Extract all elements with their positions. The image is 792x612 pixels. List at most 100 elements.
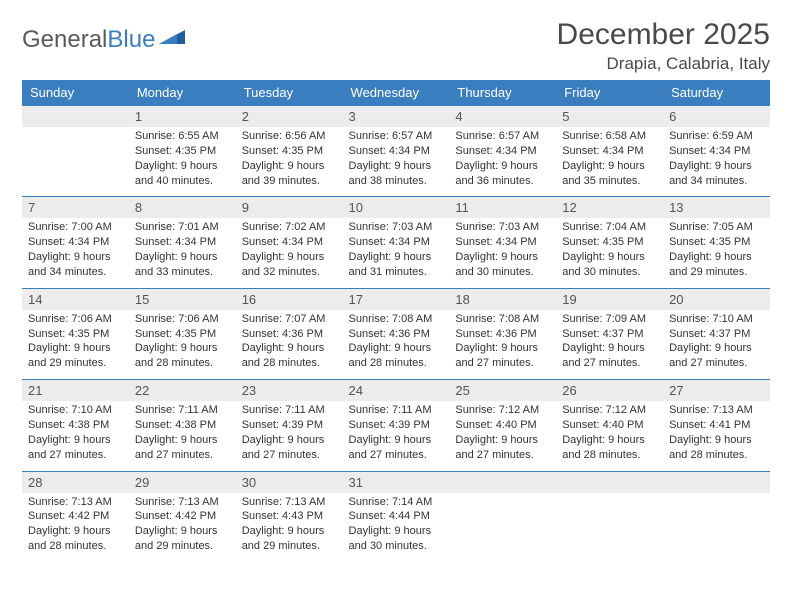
- daylight-line: Daylight: 9 hours and 28 minutes.: [28, 524, 123, 554]
- sunset-line: Sunset: 4:35 PM: [242, 144, 337, 159]
- daylight-line: Daylight: 9 hours and 34 minutes.: [28, 250, 123, 280]
- day-header: Friday: [556, 80, 663, 106]
- sunset-line: Sunset: 4:34 PM: [349, 235, 444, 250]
- day-cell: 15Sunrise: 7:06 AMSunset: 4:35 PMDayligh…: [129, 288, 236, 379]
- daylight-line: Daylight: 9 hours and 30 minutes.: [455, 250, 550, 280]
- day-cell: 21Sunrise: 7:10 AMSunset: 4:38 PMDayligh…: [22, 380, 129, 471]
- daylight-line: Daylight: 9 hours and 27 minutes.: [455, 433, 550, 463]
- sunset-line: Sunset: 4:34 PM: [135, 235, 230, 250]
- day-header: Tuesday: [236, 80, 343, 106]
- sunset-line: Sunset: 4:34 PM: [242, 235, 337, 250]
- day-content: Sunrise: 7:07 AMSunset: 4:36 PMDaylight:…: [236, 310, 343, 379]
- sunset-line: Sunset: 4:34 PM: [455, 144, 550, 159]
- day-number: 1: [129, 106, 236, 127]
- day-cell: 4Sunrise: 6:57 AMSunset: 4:34 PMDaylight…: [449, 106, 556, 197]
- day-cell: 10Sunrise: 7:03 AMSunset: 4:34 PMDayligh…: [343, 197, 450, 288]
- sunrise-line: Sunrise: 6:57 AM: [455, 129, 550, 144]
- day-cell: 28Sunrise: 7:13 AMSunset: 4:42 PMDayligh…: [22, 471, 129, 562]
- daylight-line: Daylight: 9 hours and 29 minutes.: [135, 524, 230, 554]
- day-cell: 27Sunrise: 7:13 AMSunset: 4:41 PMDayligh…: [663, 380, 770, 471]
- day-content-empty: [449, 493, 556, 555]
- location: Drapia, Calabria, Italy: [557, 54, 770, 74]
- day-content: Sunrise: 7:06 AMSunset: 4:35 PMDaylight:…: [129, 310, 236, 379]
- daylight-line: Daylight: 9 hours and 28 minutes.: [242, 341, 337, 371]
- day-content-empty: [556, 493, 663, 555]
- day-content: Sunrise: 7:09 AMSunset: 4:37 PMDaylight:…: [556, 310, 663, 379]
- day-content: Sunrise: 6:55 AMSunset: 4:35 PMDaylight:…: [129, 127, 236, 196]
- day-content: Sunrise: 7:13 AMSunset: 4:42 PMDaylight:…: [129, 493, 236, 562]
- sunset-line: Sunset: 4:34 PM: [28, 235, 123, 250]
- day-number: 21: [22, 380, 129, 401]
- sunset-line: Sunset: 4:39 PM: [349, 418, 444, 433]
- day-content: Sunrise: 7:03 AMSunset: 4:34 PMDaylight:…: [449, 218, 556, 287]
- day-number: 12: [556, 197, 663, 218]
- week-row: 28Sunrise: 7:13 AMSunset: 4:42 PMDayligh…: [22, 471, 770, 562]
- daylight-line: Daylight: 9 hours and 27 minutes.: [455, 341, 550, 371]
- sunrise-line: Sunrise: 7:00 AM: [28, 220, 123, 235]
- day-number: 2: [236, 106, 343, 127]
- day-number: 24: [343, 380, 450, 401]
- day-cell: 18Sunrise: 7:08 AMSunset: 4:36 PMDayligh…: [449, 288, 556, 379]
- sunset-line: Sunset: 4:40 PM: [455, 418, 550, 433]
- day-cell: 2Sunrise: 6:56 AMSunset: 4:35 PMDaylight…: [236, 106, 343, 197]
- day-cell: 30Sunrise: 7:13 AMSunset: 4:43 PMDayligh…: [236, 471, 343, 562]
- day-content: Sunrise: 6:57 AMSunset: 4:34 PMDaylight:…: [343, 127, 450, 196]
- sunset-line: Sunset: 4:35 PM: [135, 144, 230, 159]
- day-number-empty: [22, 106, 129, 127]
- day-number: 6: [663, 106, 770, 127]
- daylight-line: Daylight: 9 hours and 32 minutes.: [242, 250, 337, 280]
- day-number: 16: [236, 289, 343, 310]
- daylight-line: Daylight: 9 hours and 27 minutes.: [242, 433, 337, 463]
- day-cell: 13Sunrise: 7:05 AMSunset: 4:35 PMDayligh…: [663, 197, 770, 288]
- week-row: 21Sunrise: 7:10 AMSunset: 4:38 PMDayligh…: [22, 380, 770, 471]
- day-content: Sunrise: 7:11 AMSunset: 4:38 PMDaylight:…: [129, 401, 236, 470]
- day-content: Sunrise: 6:59 AMSunset: 4:34 PMDaylight:…: [663, 127, 770, 196]
- day-content: Sunrise: 6:57 AMSunset: 4:34 PMDaylight:…: [449, 127, 556, 196]
- daylight-line: Daylight: 9 hours and 35 minutes.: [562, 159, 657, 189]
- day-number: 23: [236, 380, 343, 401]
- daylight-line: Daylight: 9 hours and 27 minutes.: [669, 341, 764, 371]
- day-number: 19: [556, 289, 663, 310]
- day-number: 30: [236, 472, 343, 493]
- day-number: 22: [129, 380, 236, 401]
- day-content: Sunrise: 7:13 AMSunset: 4:41 PMDaylight:…: [663, 401, 770, 470]
- sunset-line: Sunset: 4:35 PM: [135, 327, 230, 342]
- sunrise-line: Sunrise: 7:03 AM: [455, 220, 550, 235]
- sunset-line: Sunset: 4:35 PM: [28, 327, 123, 342]
- day-content: Sunrise: 6:58 AMSunset: 4:34 PMDaylight:…: [556, 127, 663, 196]
- daylight-line: Daylight: 9 hours and 28 minutes.: [349, 341, 444, 371]
- month-title: December 2025: [557, 18, 770, 52]
- daylight-line: Daylight: 9 hours and 40 minutes.: [135, 159, 230, 189]
- daylight-line: Daylight: 9 hours and 38 minutes.: [349, 159, 444, 189]
- sunrise-line: Sunrise: 7:01 AM: [135, 220, 230, 235]
- sunrise-line: Sunrise: 7:13 AM: [28, 495, 123, 510]
- day-content: Sunrise: 7:08 AMSunset: 4:36 PMDaylight:…: [449, 310, 556, 379]
- sunset-line: Sunset: 4:34 PM: [562, 144, 657, 159]
- day-content: Sunrise: 7:10 AMSunset: 4:37 PMDaylight:…: [663, 310, 770, 379]
- day-content: Sunrise: 7:00 AMSunset: 4:34 PMDaylight:…: [22, 218, 129, 287]
- day-content: Sunrise: 7:13 AMSunset: 4:42 PMDaylight:…: [22, 493, 129, 562]
- day-content: Sunrise: 7:14 AMSunset: 4:44 PMDaylight:…: [343, 493, 450, 562]
- day-header: Thursday: [449, 80, 556, 106]
- day-number: 8: [129, 197, 236, 218]
- day-number-empty: [663, 472, 770, 493]
- day-number: 4: [449, 106, 556, 127]
- sunset-line: Sunset: 4:39 PM: [242, 418, 337, 433]
- daylight-line: Daylight: 9 hours and 27 minutes.: [562, 341, 657, 371]
- sunrise-line: Sunrise: 6:59 AM: [669, 129, 764, 144]
- daylight-line: Daylight: 9 hours and 34 minutes.: [669, 159, 764, 189]
- sunrise-line: Sunrise: 6:57 AM: [349, 129, 444, 144]
- day-cell: 29Sunrise: 7:13 AMSunset: 4:42 PMDayligh…: [129, 471, 236, 562]
- header: GeneralBlue December 2025 Drapia, Calabr…: [22, 18, 770, 74]
- daylight-line: Daylight: 9 hours and 31 minutes.: [349, 250, 444, 280]
- sunrise-line: Sunrise: 7:13 AM: [242, 495, 337, 510]
- day-number: 10: [343, 197, 450, 218]
- daylight-line: Daylight: 9 hours and 30 minutes.: [562, 250, 657, 280]
- day-number: 9: [236, 197, 343, 218]
- day-content: Sunrise: 7:12 AMSunset: 4:40 PMDaylight:…: [556, 401, 663, 470]
- sunset-line: Sunset: 4:34 PM: [349, 144, 444, 159]
- sunrise-line: Sunrise: 7:14 AM: [349, 495, 444, 510]
- sunrise-line: Sunrise: 7:10 AM: [28, 403, 123, 418]
- sunrise-line: Sunrise: 7:11 AM: [349, 403, 444, 418]
- day-number: 20: [663, 289, 770, 310]
